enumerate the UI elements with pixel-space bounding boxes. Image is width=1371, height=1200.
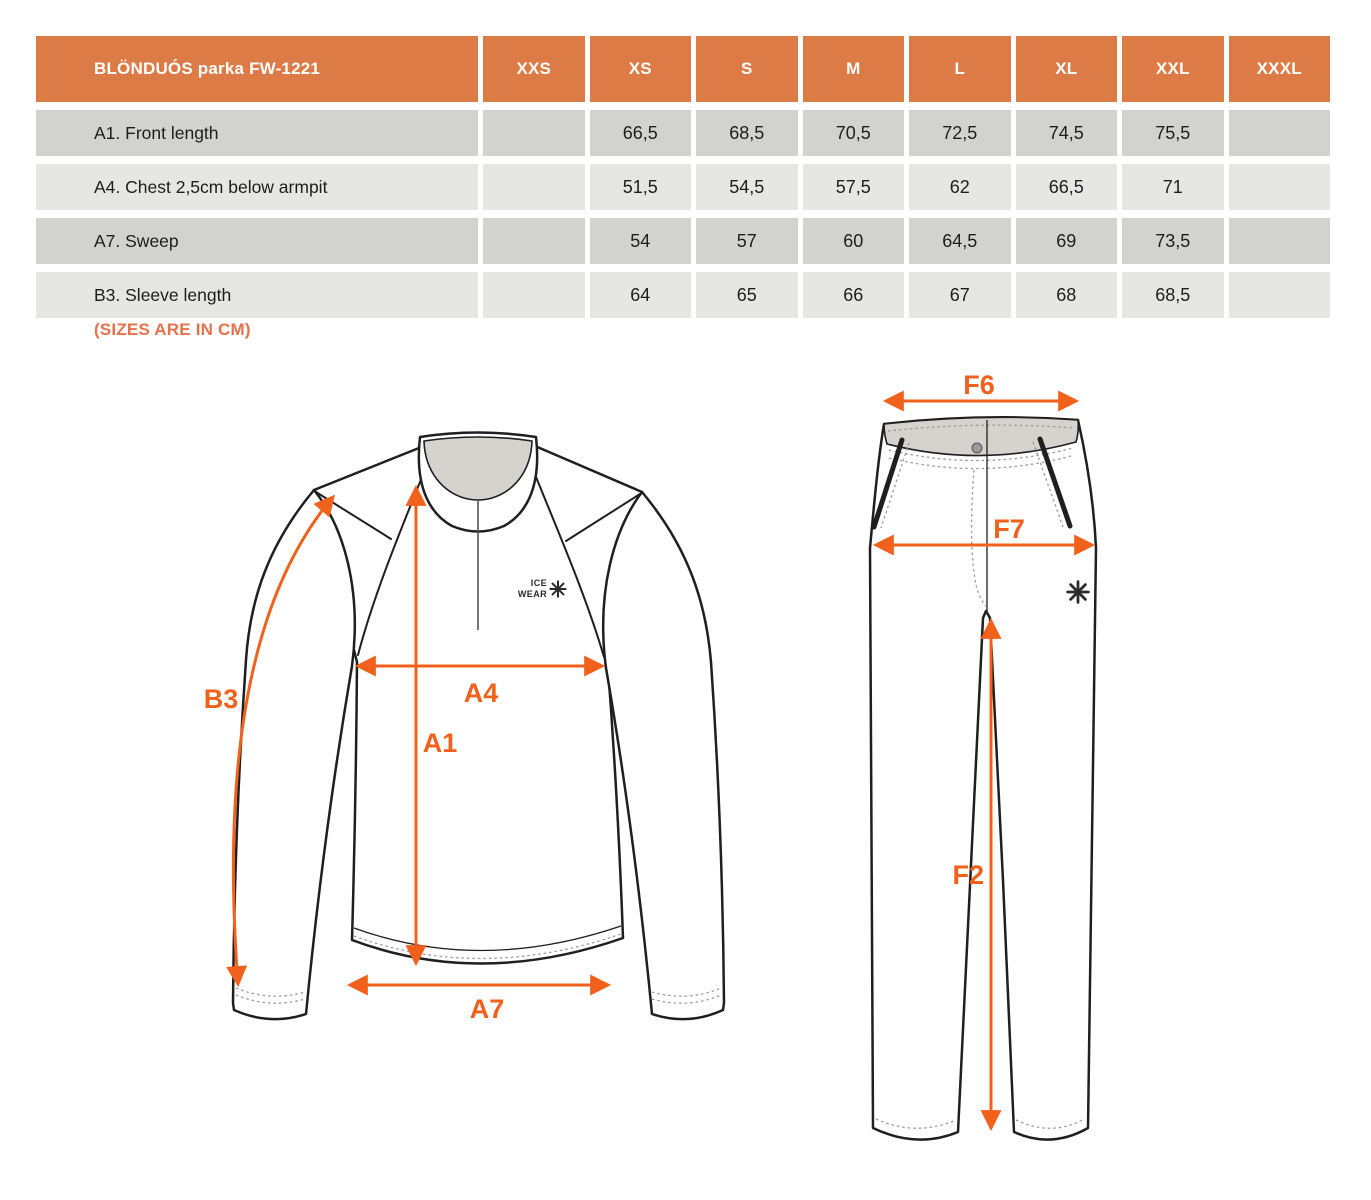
cell xyxy=(1228,218,1330,264)
raglan-seam-right xyxy=(529,461,605,658)
size-column-xxxl: XXXL xyxy=(1228,36,1330,102)
table-row-front-length: A1. Front length 66,5 68,5 70,5 72,5 74,… xyxy=(36,110,1330,156)
cell: 57 xyxy=(696,218,798,264)
fly-stitch xyxy=(970,469,987,607)
size-column-s: S xyxy=(696,36,798,102)
cell: 67 xyxy=(909,272,1011,318)
right-pocket xyxy=(1037,436,1073,529)
sweater-diagram: ICE WEAR B3 A4 A1 A7 xyxy=(204,431,726,1024)
cell: 73,5 xyxy=(1122,218,1224,264)
waist-stitch-top xyxy=(887,424,1075,432)
left-pocket-stitch xyxy=(880,442,910,529)
f7-label: F7 xyxy=(993,514,1025,544)
cell: 66,5 xyxy=(1015,164,1117,210)
size-column-m: M xyxy=(802,36,904,102)
sizes-unit-note: (SIZES ARE IN CM) xyxy=(94,320,251,339)
row-label: B3. Sleeve length xyxy=(36,272,478,318)
cell xyxy=(1228,110,1330,156)
row-label: A7. Sweep xyxy=(36,218,478,264)
brand-line2: WEAR xyxy=(518,589,547,599)
a4-label: A4 xyxy=(464,678,499,708)
cell xyxy=(483,272,585,318)
cell: 70,5 xyxy=(802,110,904,156)
cell xyxy=(1228,164,1330,210)
cell: 69 xyxy=(1015,218,1117,264)
size-column-l: L xyxy=(909,36,1011,102)
left-cuff-stitch xyxy=(235,987,306,1004)
hem-line xyxy=(353,925,622,952)
b3-arrow xyxy=(226,494,336,988)
cell xyxy=(483,218,585,264)
cell: 74,5 xyxy=(1015,110,1117,156)
brand-line1: ICE xyxy=(531,578,547,588)
size-column-xxl: XXL xyxy=(1122,36,1224,102)
yoke-seam-right xyxy=(565,493,641,542)
left-hem-stitch xyxy=(875,1118,957,1129)
sweater-right-sleeve xyxy=(602,490,726,1021)
cell: 54,5 xyxy=(696,164,798,210)
product-title: BLÖNDUÓS parka FW-1221 xyxy=(36,36,478,102)
snowflake-icon xyxy=(549,580,567,598)
sweater-left-sleeve xyxy=(231,488,356,1021)
cell: 65 xyxy=(696,272,798,318)
cell xyxy=(483,164,585,210)
cell: 75,5 xyxy=(1122,110,1224,156)
hem-stitch xyxy=(353,933,622,960)
cell: 62 xyxy=(909,164,1011,210)
collar-inner xyxy=(423,436,533,501)
cell xyxy=(483,110,585,156)
waist-button xyxy=(971,442,983,454)
size-column-xs: XS xyxy=(589,36,691,102)
pants-diagram: F6 F7 F2 xyxy=(868,370,1098,1141)
table-row-chest: A4. Chest 2,5cm below armpit 51,5 54,5 5… xyxy=(36,164,1330,210)
table-row-sleeve-length: B3. Sleeve length 64 65 66 67 68 68,5 xyxy=(36,272,1330,318)
cell: 64,5 xyxy=(909,218,1011,264)
snowflake-icon xyxy=(1066,580,1090,604)
cell: 51,5 xyxy=(589,164,691,210)
cell: 66,5 xyxy=(589,110,691,156)
cell: 66 xyxy=(802,272,904,318)
table-row-sweep: A7. Sweep 54 57 60 64,5 69 73,5 xyxy=(36,218,1330,264)
a1-label: A1 xyxy=(423,728,458,758)
right-hem-stitch xyxy=(1015,1118,1085,1129)
cell: 54 xyxy=(589,218,691,264)
f6-label: F6 xyxy=(963,370,995,400)
b3-label: B3 xyxy=(204,684,239,714)
row-label: A4. Chest 2,5cm below armpit xyxy=(36,164,478,210)
f2-label: F2 xyxy=(952,860,984,890)
left-pocket xyxy=(871,437,905,530)
right-cuff-stitch xyxy=(651,987,722,1004)
size-column-xl: XL xyxy=(1015,36,1117,102)
table-header-row: BLÖNDUÓS parka FW-1221 XXS XS S M L XL X… xyxy=(36,36,1330,102)
cell: 57,5 xyxy=(802,164,904,210)
cell: 68,5 xyxy=(1122,272,1224,318)
cell: 71 xyxy=(1122,164,1224,210)
size-table: BLÖNDUÓS parka FW-1221 XXS XS S M L XL X… xyxy=(31,28,1335,326)
a7-label: A7 xyxy=(470,994,505,1024)
row-label: A1. Front length xyxy=(36,110,478,156)
cell: 64 xyxy=(589,272,691,318)
raglan-seam-left xyxy=(357,461,429,656)
cell: 60 xyxy=(802,218,904,264)
right-pocket-stitch xyxy=(1032,441,1064,528)
size-column-xxs: XXS xyxy=(483,36,585,102)
cell: 72,5 xyxy=(909,110,1011,156)
icewear-logo: ICE WEAR xyxy=(518,578,567,599)
cell xyxy=(1228,272,1330,318)
cell: 68 xyxy=(1015,272,1117,318)
cell: 68,5 xyxy=(696,110,798,156)
